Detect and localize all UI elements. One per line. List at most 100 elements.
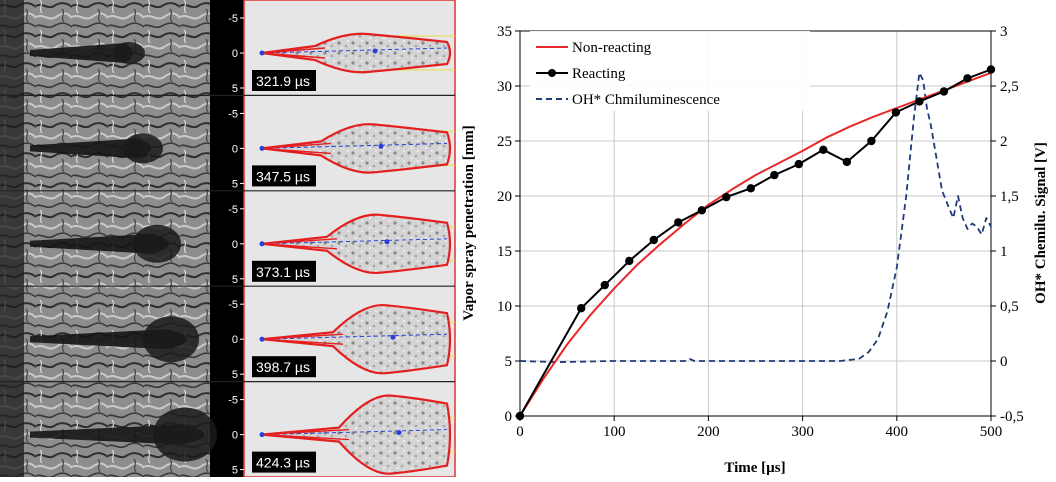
spray-head-shadow [123, 133, 163, 164]
frame-tick: 5 [232, 274, 244, 286]
frame-tick-label: 0 [232, 143, 238, 155]
frame-tick: 0 [232, 239, 244, 251]
cone-line-lower [261, 433, 350, 441]
y2-tick-label: 1,5 [1000, 189, 1019, 205]
image-frame: -5 0 5 373.1 µs [0, 190, 455, 286]
image-frame: -5 0 5 321.9 µs [30, 13, 455, 95]
spray-shadow [30, 43, 133, 63]
x-tick-label: 300 [791, 424, 814, 440]
reacting-point [577, 304, 586, 313]
frame-tick-label: 5 [232, 369, 238, 381]
x-tick-label: 0 [516, 424, 524, 440]
y2-tick-label: 0,5 [1000, 299, 1019, 315]
image-panel: -5 0 5 321.9 µs -5 0 5 347.5 µs -5 0 5 373.1 µs -5 0 5… [0, 0, 456, 478]
frame-tick-label: 0 [232, 239, 238, 251]
y2-axis-label: OH* Chemilu. Signal [V] [1033, 142, 1049, 304]
frame-tick: -5 [228, 395, 244, 407]
centroid-point [396, 430, 402, 436]
spray-axis [261, 333, 448, 340]
frame-tick: 5 [232, 178, 244, 190]
y-axis-label: Vapor spray penetration [mm] [461, 125, 477, 320]
image-frame: -5 0 5 398.7 µs [0, 285, 455, 381]
cone-line-lower [261, 147, 332, 155]
time-label: 398.7 µs [256, 359, 310, 375]
time-label-box [252, 451, 316, 473]
cone-line-upper [261, 142, 332, 150]
reacting-point [819, 145, 828, 154]
spray-shadow [30, 138, 151, 159]
reacting-point [986, 65, 996, 74]
frame-tick-label: -5 [228, 108, 238, 120]
frame-tick-label: -5 [228, 13, 238, 25]
frame-tick: 5 [232, 369, 244, 381]
x-tick-label: 400 [886, 424, 909, 440]
y-tick-label: 5 [505, 354, 513, 370]
x-tick-label: 500 [980, 424, 1003, 440]
image-frame: -5 0 5 424.3 µs [0, 381, 455, 477]
time-label-box [252, 260, 316, 282]
y-tick-label: 35 [497, 24, 512, 40]
injector-point [259, 336, 265, 342]
frame-tick: 0 [232, 430, 244, 442]
injector-point [259, 241, 265, 247]
cone-line-lower [261, 243, 338, 250]
series-line-reacting [519, 68, 992, 417]
chart-legend: Non-reacting Reacting OH* Chmiluminescen… [530, 31, 810, 111]
legend-label-non-reacting: Non-reacting [572, 40, 652, 56]
y-tick-label: 30 [497, 79, 512, 95]
cone-line-lower [261, 52, 326, 59]
injector-point [259, 50, 265, 56]
y2-tick-label: 2 [1000, 134, 1008, 150]
y-tick-label: 20 [497, 189, 512, 205]
frame-tick-label: -5 [228, 395, 238, 407]
frame-tick: 0 [232, 334, 244, 346]
frame-tick-label: 5 [232, 83, 238, 95]
spray-axis [261, 429, 448, 436]
cone-line-upper [261, 47, 326, 54]
frame-tick-label: 5 [232, 178, 238, 190]
y-tick-label: 15 [497, 244, 512, 260]
reacting-point [794, 159, 804, 169]
injector-point [259, 432, 265, 438]
time-label: 347.5 µs [256, 168, 310, 184]
injector-shadow [0, 0, 24, 477]
centroid-point [384, 239, 390, 245]
reacting-point [697, 206, 707, 215]
frame-tick: 0 [232, 48, 244, 60]
frame-tick-label: 5 [232, 274, 238, 286]
y-tick-label: 10 [497, 299, 512, 315]
time-label-box [252, 70, 316, 91]
spray-contour [261, 32, 452, 74]
spray-axis [261, 238, 448, 245]
y2-tick-label: 0 [1000, 354, 1008, 370]
spray-contour [261, 304, 452, 375]
spray-axis [261, 142, 448, 149]
frame-tick: 5 [232, 465, 244, 477]
reacting-point [963, 74, 972, 83]
x-tick-label: 100 [603, 424, 626, 440]
spray-contour [261, 394, 452, 475]
frame-tick-label: 0 [232, 334, 238, 346]
penetration-chart: 0 100 200 300 400 500 0 5 10 15 20 25 30 35 -0,5 0 0,5 1 1… [461, 24, 1049, 476]
reacting-point [649, 235, 658, 245]
spray-head-shadow [133, 224, 181, 263]
legend-box [530, 31, 810, 111]
spray-head-shadow [113, 42, 145, 64]
frame-tick-label: 5 [232, 465, 238, 477]
reacting-point [625, 256, 634, 266]
cone-line-upper [261, 333, 344, 340]
reacting-point [722, 192, 731, 202]
frame-tick: -5 [228, 108, 244, 120]
time-label: 424.3 µs [256, 455, 310, 471]
tick-axis-strip [210, 0, 244, 477]
time-label: 321.9 µs [256, 73, 310, 89]
spray-axis [261, 47, 448, 54]
reacting-point [842, 157, 852, 167]
centroid-point [372, 48, 378, 54]
spray-head-shadow [143, 316, 199, 363]
reacting-point [770, 170, 779, 180]
x-tick-label: 200 [697, 424, 720, 440]
spray-contour [261, 213, 452, 274]
frame-tick: 5 [232, 83, 244, 95]
